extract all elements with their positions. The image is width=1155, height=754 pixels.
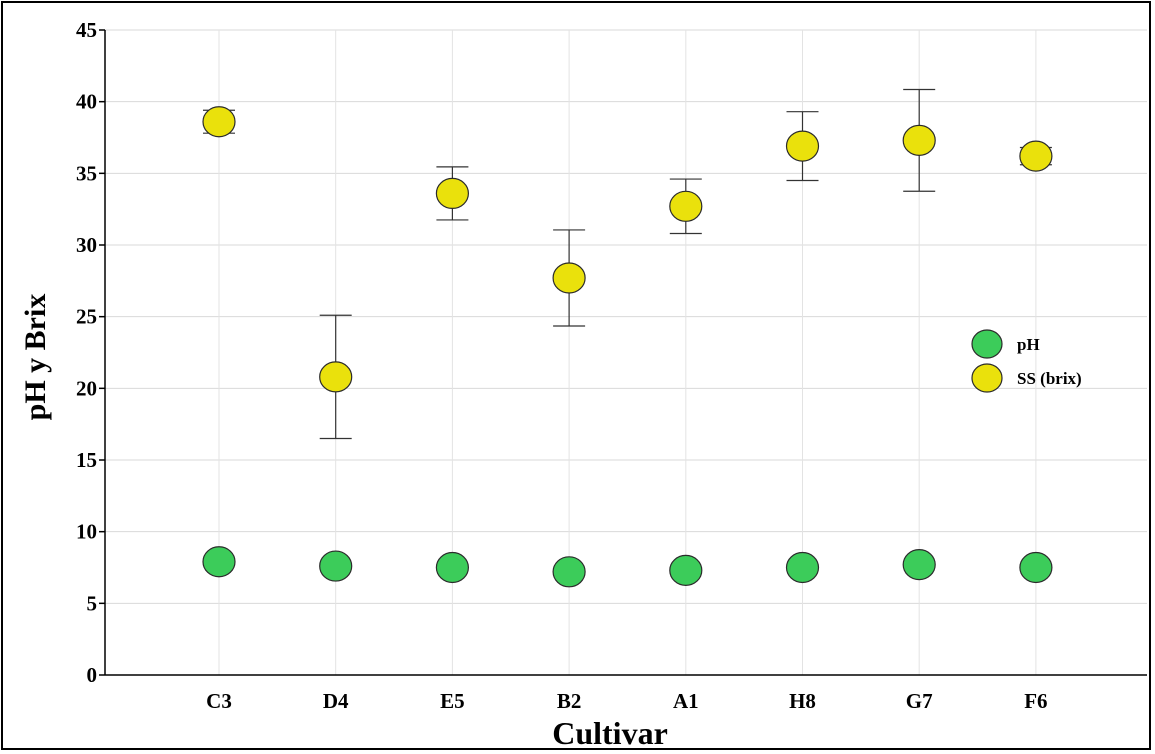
x-tick-label: C3: [206, 689, 232, 713]
legend-label-ss-brix: SS (brix): [1017, 369, 1082, 388]
point-ss-brix: [669, 190, 703, 222]
point-ph: [202, 546, 236, 578]
y-tick-label: 10: [76, 520, 97, 544]
y-tick-label: 35: [76, 161, 97, 185]
point-ss-brix: [1019, 140, 1053, 172]
point-ss-brix: [202, 106, 236, 138]
point-ph: [1019, 551, 1053, 584]
x-tick-label: F6: [1024, 689, 1047, 713]
y-axis-title: pH y Brix: [19, 294, 52, 421]
point-ss-brix: [435, 177, 469, 209]
y-tick-label: 15: [76, 448, 97, 472]
point-ss-brix: [552, 262, 586, 294]
data-points: [202, 106, 1053, 588]
y-tick-label: 30: [76, 233, 97, 257]
axes-layer: 0 5 10 15 20 25 30 35 40 45 C3 D4 E5 B2 A1 H8 G7 F6: [76, 18, 1147, 713]
y-tick-label: 0: [87, 663, 98, 687]
point-ss-brix: [785, 130, 820, 162]
y-tick-label: 25: [76, 305, 97, 329]
y-tick-label: 45: [76, 18, 97, 42]
x-tick-label: A1: [673, 689, 699, 713]
x-tick-label: E5: [440, 689, 465, 713]
point-ph: [435, 551, 469, 584]
point-ph: [319, 550, 353, 582]
x-tick-label: D4: [323, 689, 349, 713]
x-axis-title: Cultivar: [552, 715, 668, 751]
legend-marker-ph: [971, 329, 1003, 359]
point-ph: [669, 554, 703, 586]
point-ph: [902, 549, 936, 581]
y-tick-label: 40: [76, 90, 97, 114]
x-tick-label: H8: [789, 689, 816, 713]
grid-layer: [105, 29, 1147, 675]
y-tick-label: 20: [76, 376, 97, 400]
legend: pH SS (brix): [971, 329, 1082, 393]
point-ss-brix: [319, 361, 353, 393]
x-tick-label: G7: [906, 689, 933, 713]
legend-label-ph: pH: [1017, 335, 1040, 354]
y-tick-label: 5: [87, 591, 98, 615]
point-ph: [785, 551, 820, 584]
legend-marker-ss-brix: [971, 363, 1003, 393]
point-ph: [552, 556, 586, 588]
point-ss-brix: [902, 124, 936, 156]
x-tick-label: B2: [557, 689, 582, 713]
